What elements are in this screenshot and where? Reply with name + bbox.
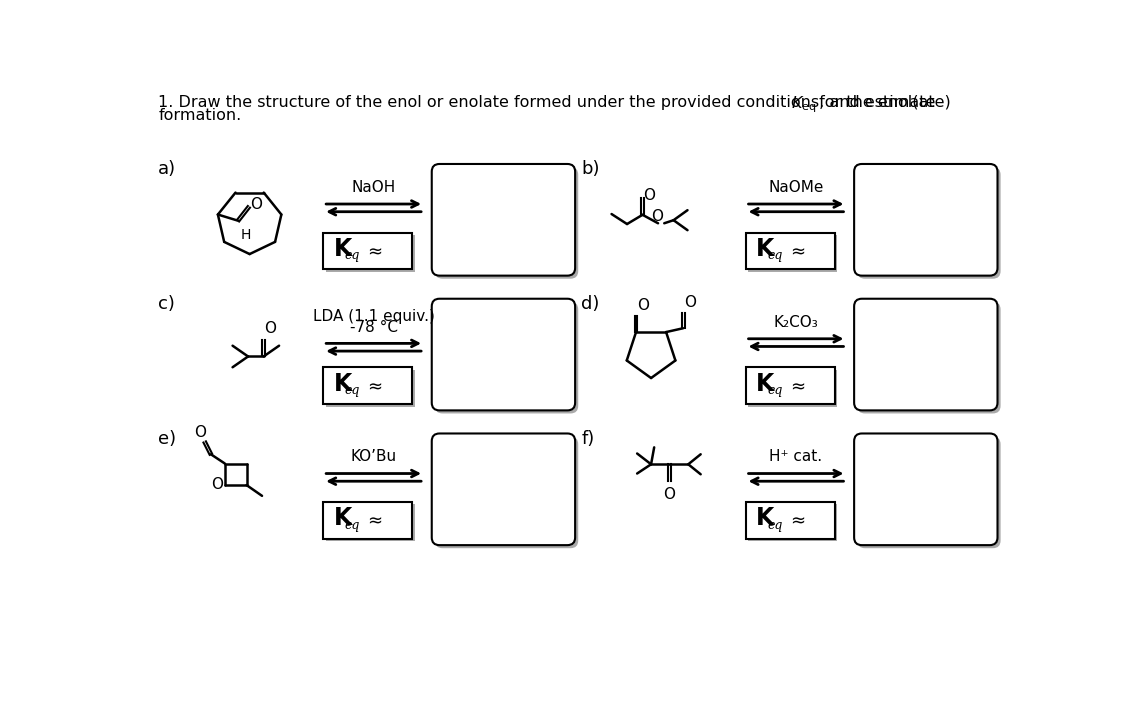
FancyBboxPatch shape	[855, 164, 998, 276]
Text: O: O	[644, 188, 655, 203]
FancyBboxPatch shape	[325, 504, 414, 541]
Text: -78 °C: -78 °C	[350, 320, 397, 335]
Text: f): f)	[581, 429, 595, 448]
Text: $\mathbf{K}$: $\mathbf{K}$	[333, 508, 353, 530]
Text: $\mathbf{K}$: $\mathbf{K}$	[755, 238, 776, 261]
Text: eq: eq	[345, 384, 360, 397]
Text: O: O	[637, 298, 649, 313]
Text: LDA (1.1 equiv.): LDA (1.1 equiv.)	[313, 309, 435, 324]
FancyBboxPatch shape	[855, 434, 998, 545]
Text: K₂CO₃: K₂CO₃	[773, 315, 819, 330]
Bar	[323, 502, 412, 539]
Text: eq: eq	[768, 384, 782, 397]
Text: $\approx$: $\approx$	[365, 376, 383, 394]
FancyBboxPatch shape	[325, 370, 414, 407]
Text: NaOH: NaOH	[351, 179, 396, 195]
FancyBboxPatch shape	[435, 436, 578, 548]
Text: $\approx$: $\approx$	[787, 511, 805, 529]
FancyBboxPatch shape	[431, 434, 575, 545]
Text: $\approx$: $\approx$	[787, 241, 805, 259]
Bar	[745, 367, 834, 404]
Text: O: O	[211, 477, 224, 492]
Text: eq: eq	[345, 249, 360, 262]
Text: O: O	[663, 486, 675, 502]
Text: H: H	[240, 229, 251, 242]
FancyBboxPatch shape	[857, 167, 1000, 278]
Text: $\approx$: $\approx$	[365, 241, 383, 259]
FancyBboxPatch shape	[857, 436, 1000, 548]
Text: O: O	[651, 209, 663, 224]
FancyBboxPatch shape	[435, 302, 578, 414]
Bar	[745, 502, 834, 539]
Text: e): e)	[158, 429, 176, 448]
FancyBboxPatch shape	[325, 235, 414, 272]
Text: H⁺ cat.: H⁺ cat.	[770, 449, 823, 464]
Text: eq: eq	[768, 249, 782, 262]
Text: 1. Draw the structure of the enol or enolate formed under the provided condition: 1. Draw the structure of the enol or eno…	[158, 95, 940, 110]
Text: $\approx$: $\approx$	[787, 376, 805, 394]
Text: formation.: formation.	[158, 108, 242, 122]
Text: $\approx$: $\approx$	[365, 511, 383, 529]
FancyBboxPatch shape	[747, 370, 837, 407]
Text: O: O	[250, 197, 262, 212]
Text: KOʼBu: KOʼBu	[351, 449, 396, 464]
Text: b): b)	[581, 160, 599, 178]
FancyBboxPatch shape	[747, 235, 837, 272]
FancyBboxPatch shape	[747, 504, 837, 541]
Text: a): a)	[158, 160, 176, 178]
FancyBboxPatch shape	[857, 302, 1000, 414]
Bar	[323, 367, 412, 404]
Text: $\mathbf{K}$: $\mathbf{K}$	[755, 508, 776, 530]
FancyBboxPatch shape	[431, 299, 575, 410]
Text: eq: eq	[345, 518, 360, 532]
Text: O: O	[194, 424, 205, 439]
Text: d): d)	[581, 295, 599, 313]
FancyBboxPatch shape	[435, 167, 578, 278]
FancyBboxPatch shape	[855, 299, 998, 410]
Text: O: O	[684, 295, 695, 310]
Bar	[745, 233, 834, 269]
Text: $\mathbf{K}$: $\mathbf{K}$	[333, 372, 353, 396]
Text: eq: eq	[768, 518, 782, 532]
Text: $K_{\rm eq}$: $K_{\rm eq}$	[790, 95, 816, 115]
Text: for the enol(ate): for the enol(ate)	[814, 95, 951, 110]
Text: O: O	[264, 321, 277, 337]
Text: $\mathbf{K}$: $\mathbf{K}$	[333, 238, 353, 261]
Text: c): c)	[158, 295, 175, 313]
Bar	[323, 233, 412, 269]
FancyBboxPatch shape	[431, 164, 575, 276]
Text: NaOMe: NaOMe	[769, 179, 824, 195]
Text: $\mathbf{K}$: $\mathbf{K}$	[755, 372, 776, 396]
